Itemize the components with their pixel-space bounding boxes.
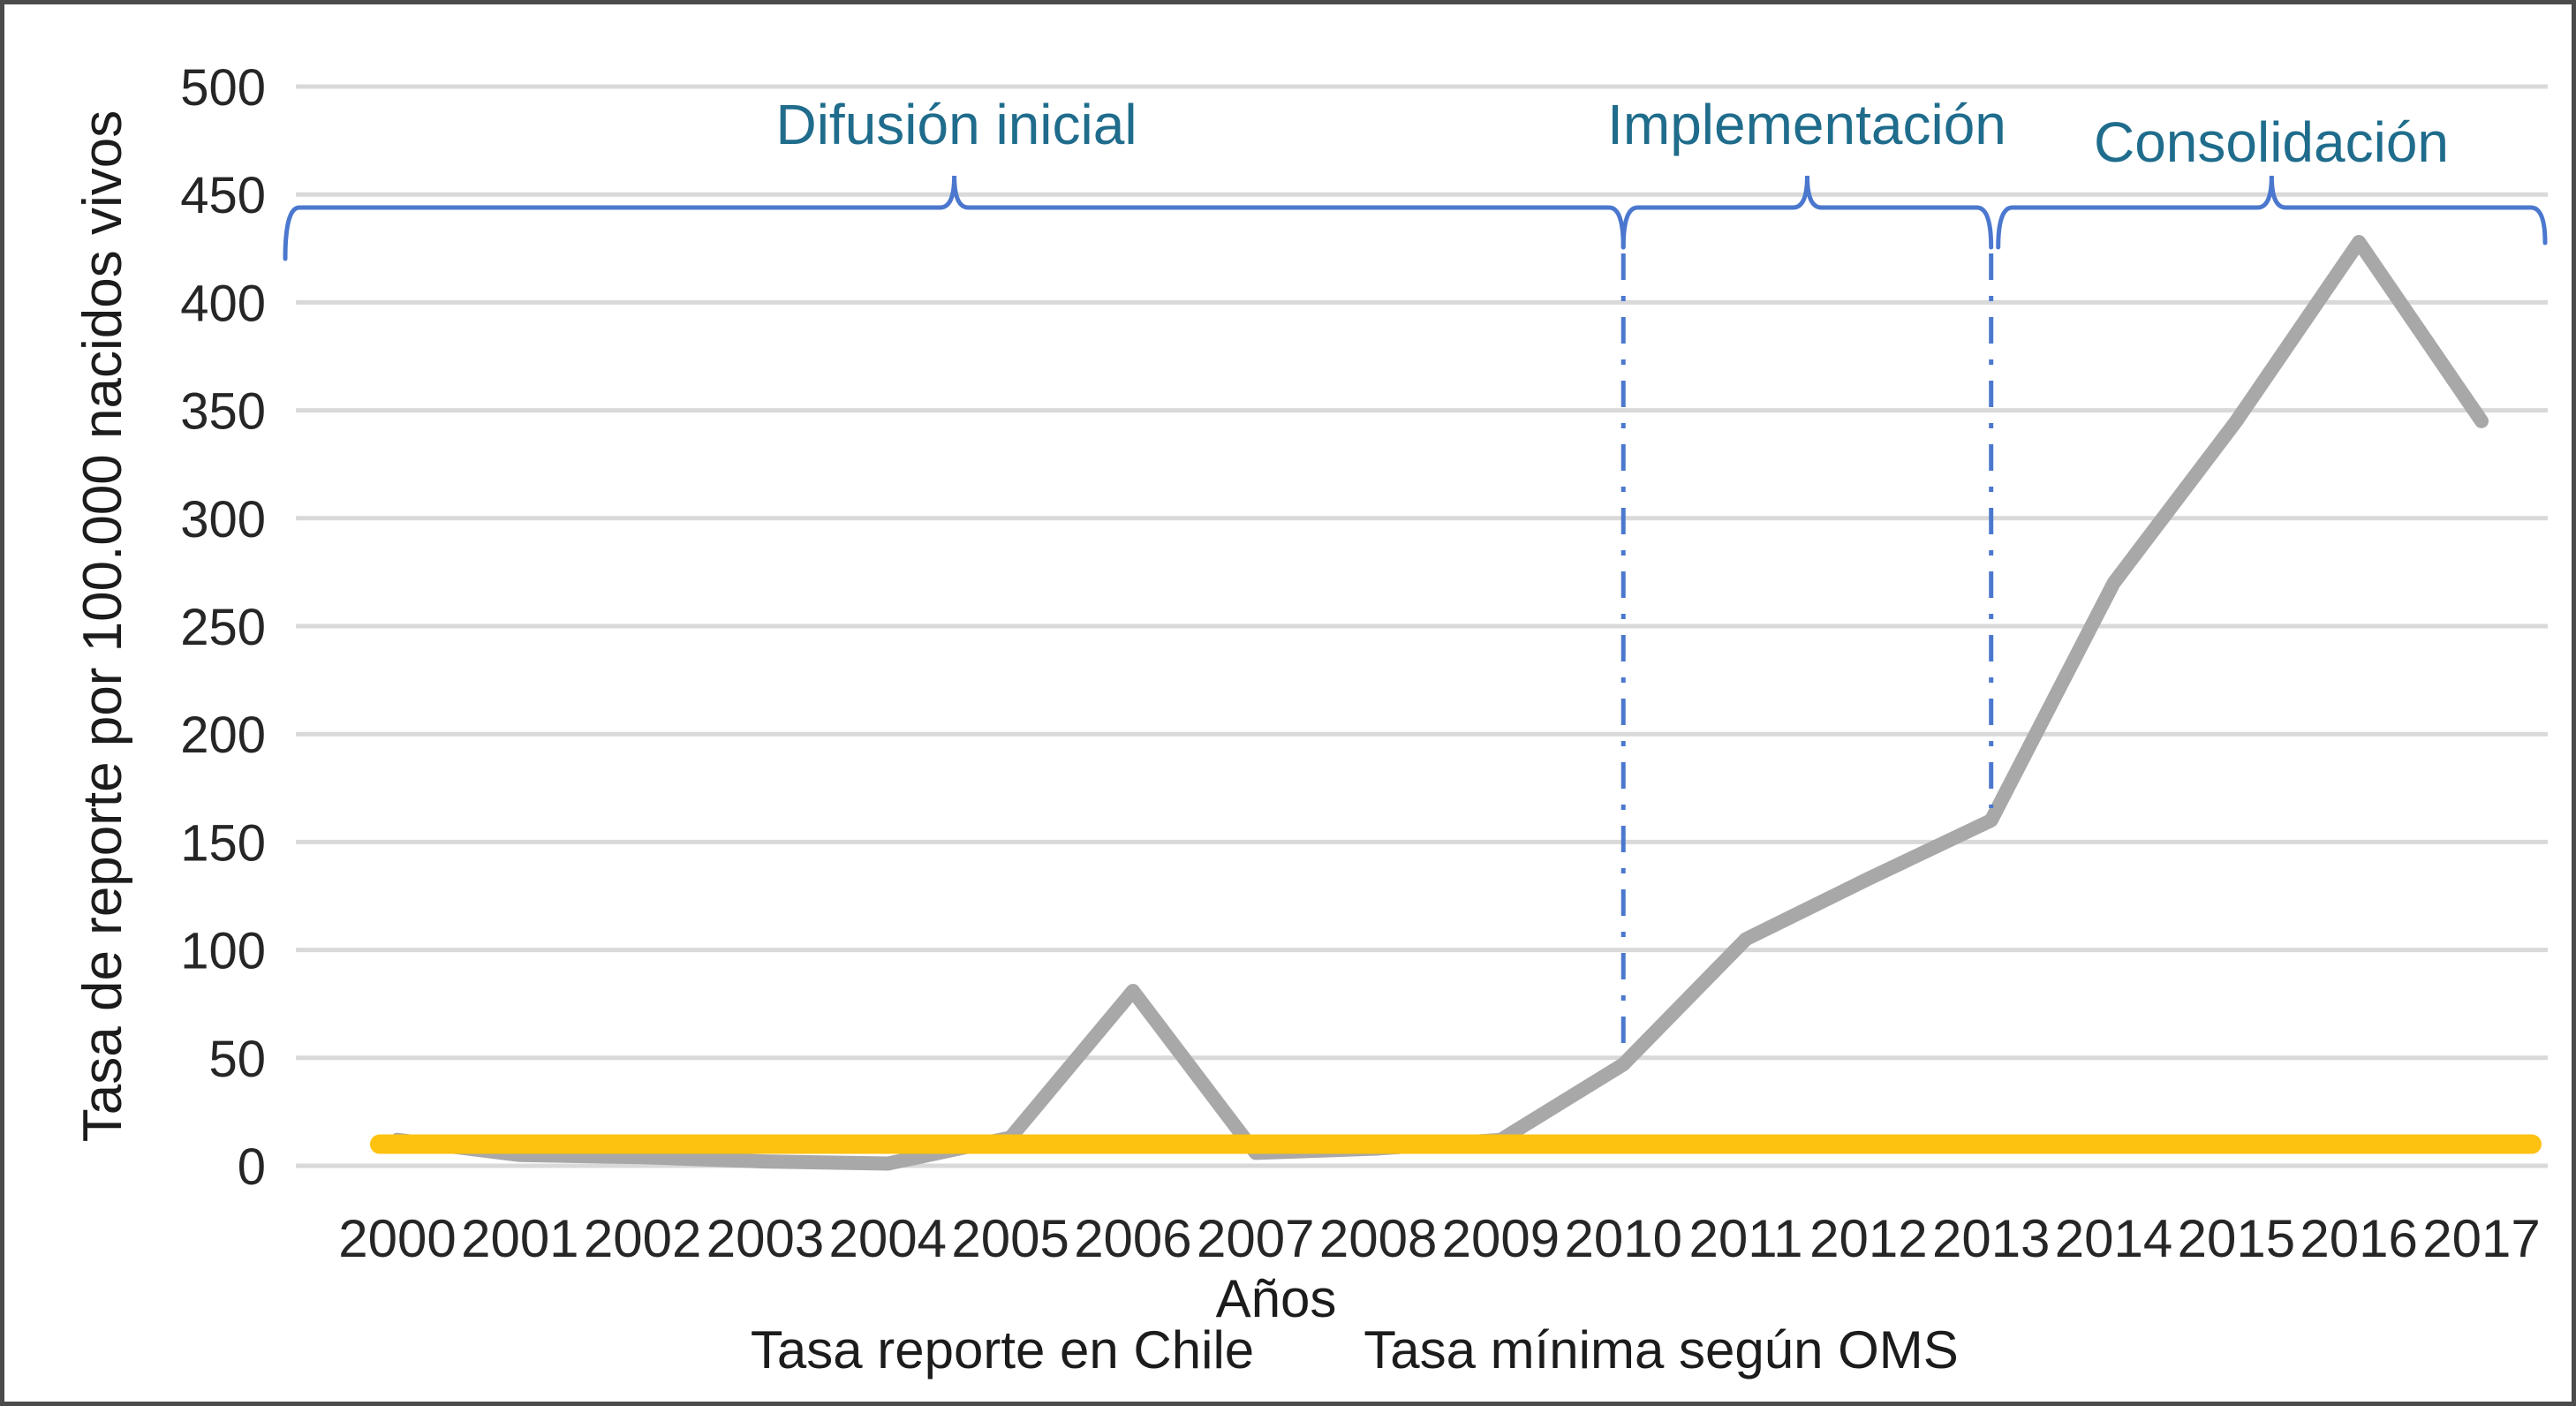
x-tick-label-2008: 2008 [1319, 1209, 1437, 1268]
phase-braces [283, 175, 2548, 261]
y-tick-label-500: 500 [180, 59, 266, 117]
x-tick-label-2011: 2011 [1689, 1209, 1803, 1268]
y-tick-label-300: 300 [180, 491, 266, 548]
y-tick-label-100: 100 [180, 923, 266, 980]
x-axis-title: Años [1215, 1269, 1337, 1328]
y-tick-label-450: 450 [180, 167, 266, 224]
y-tick-label-200: 200 [180, 707, 266, 764]
legend: Tasa reporte en Chile Tasa mínima según … [4, 1324, 2572, 1386]
y-tick-label-150: 150 [180, 814, 266, 872]
x-tick-label-2004: 2004 [829, 1209, 947, 1268]
x-tick-label-2001: 2001 [461, 1209, 578, 1268]
y-tick-label-400: 400 [180, 275, 266, 332]
y-tick-label-250: 250 [180, 599, 266, 656]
y-axis-title: Tasa de reporte por 100.000 nacidos vivo… [72, 110, 133, 1143]
phase-guide-lines [1620, 253, 1994, 1053]
x-tick-label-2013: 2013 [1932, 1209, 2050, 1268]
x-tick-label-2012: 2012 [1809, 1209, 1927, 1268]
x-tick-label-2015: 2015 [2178, 1209, 2295, 1268]
brace-consolidacion [1996, 175, 2548, 250]
x-tick-label-2006: 2006 [1074, 1209, 1191, 1268]
x-tick-label-2014: 2014 [2055, 1209, 2172, 1268]
x-tick-label-2005: 2005 [951, 1209, 1069, 1268]
x-tick-label-2009: 2009 [1442, 1209, 1560, 1268]
x-axis-tick-labels: 2000 2001 2002 2003 2004 2005 2006 2007 2008 2009… [338, 1209, 2540, 1268]
phase-label-consolidacion: Consolidación [2093, 110, 2450, 174]
phase-label-difusion-inicial: Difusión inicial [775, 93, 1137, 156]
y-tick-label-50: 50 [208, 1031, 266, 1088]
x-tick-label-2000: 2000 [338, 1209, 456, 1268]
phase-label-implementacion: Implementación [1607, 93, 2006, 156]
y-tick-label-0: 0 [238, 1138, 266, 1196]
brace-difusion-inicial [283, 175, 1626, 261]
x-tick-label-2003: 2003 [706, 1209, 824, 1268]
gridlines [296, 84, 2548, 1168]
series-line-tasa-chile [390, 234, 2489, 1171]
x-tick-label-2002: 2002 [584, 1209, 701, 1268]
y-tick-label-350: 350 [180, 383, 266, 441]
legend-item-tasa-chile: Tasa reporte en Chile [750, 1320, 1255, 1380]
y-axis-tick-labels: 0 50 100 150 200 250 300 350 400 450 500 [180, 59, 266, 1196]
x-tick-label-2017: 2017 [2422, 1209, 2540, 1268]
brace-implementacion [1620, 175, 1994, 250]
x-tick-label-2010: 2010 [1564, 1209, 1681, 1268]
x-tick-label-2016: 2016 [2300, 1209, 2417, 1268]
legend-item-tasa-oms: Tasa mínima según OMS [1364, 1320, 1959, 1380]
x-tick-label-2007: 2007 [1197, 1209, 1314, 1268]
series-lines [370, 234, 2542, 1171]
